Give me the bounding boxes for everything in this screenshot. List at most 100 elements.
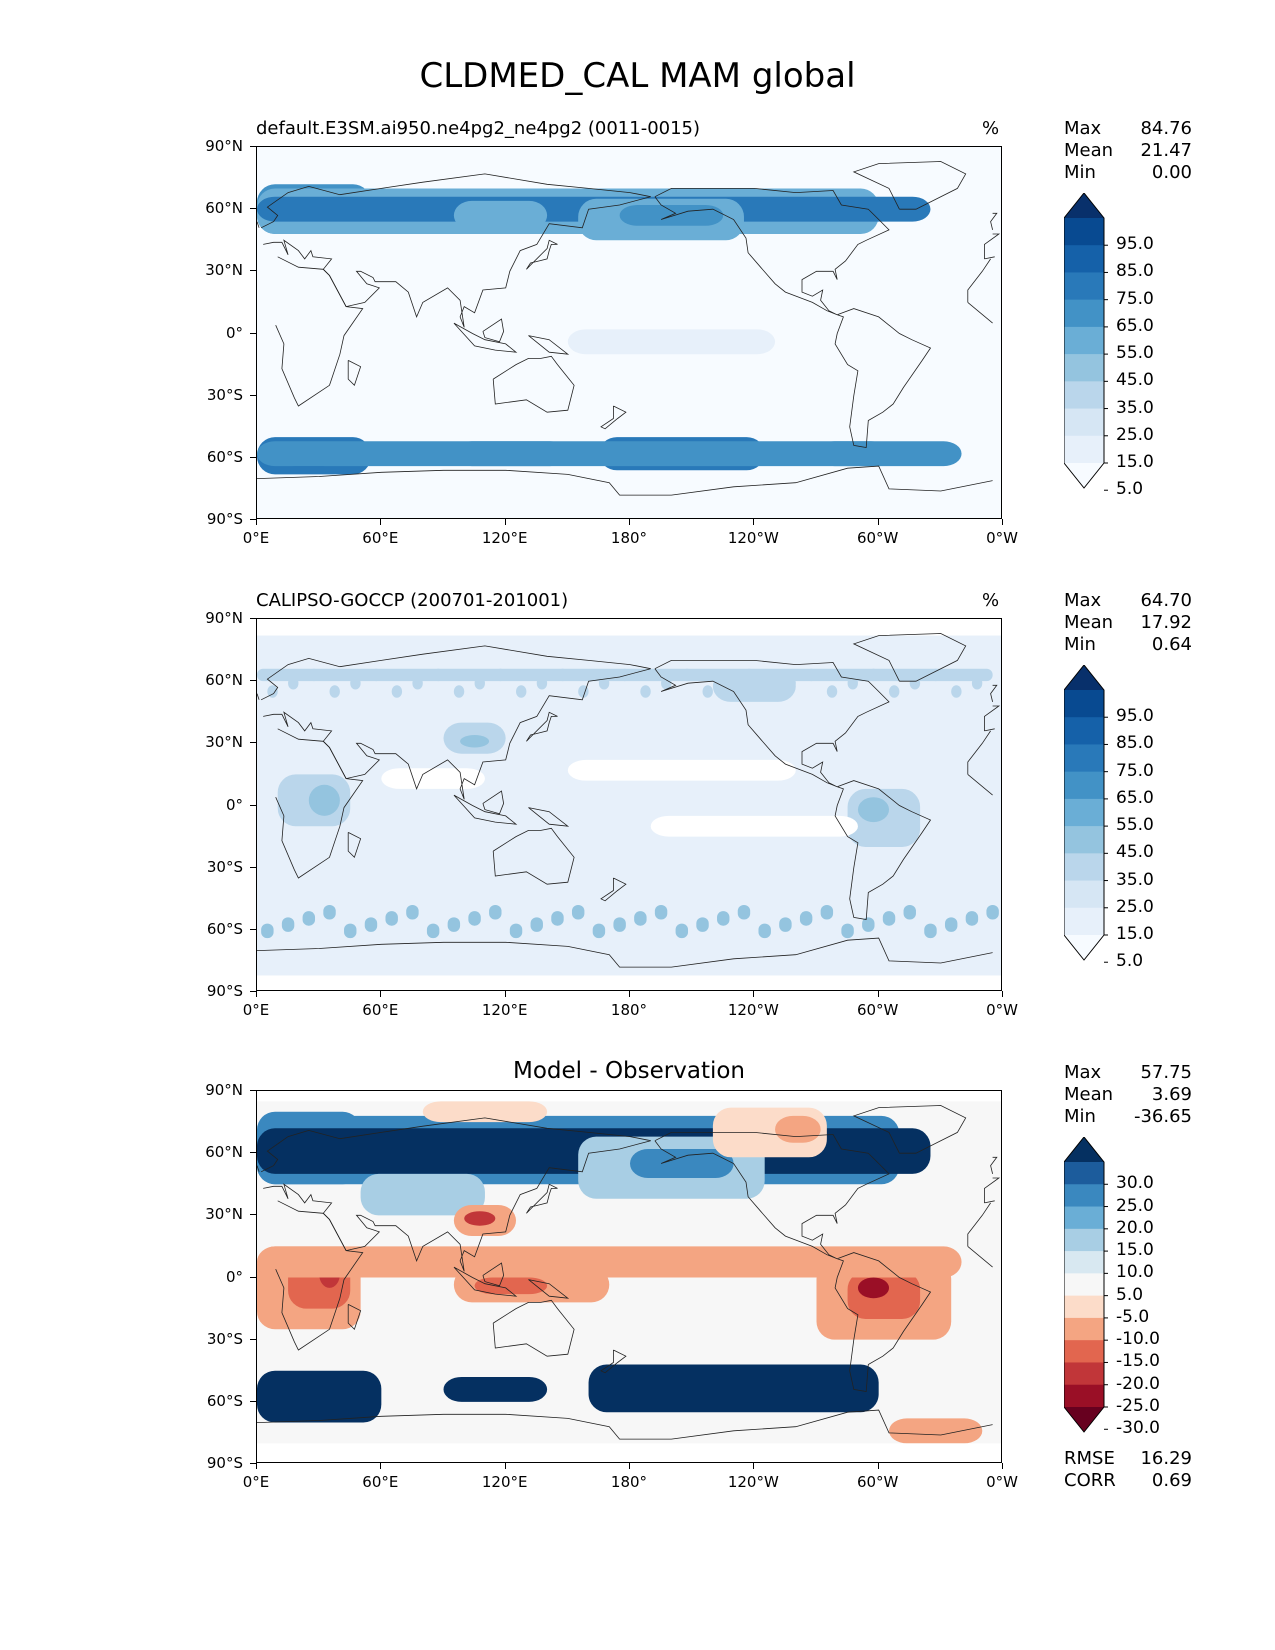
min-label: Min [1064,634,1096,655]
y-tick-label: 0° [225,795,243,814]
y-tick-mark [250,618,256,619]
y-tick-label: 90°N [205,609,243,627]
contour-region [696,917,709,932]
y-tick-mark [250,680,256,682]
x-tick-mark [256,519,257,525]
colorbar-swatch [1064,381,1104,410]
coastline [257,693,260,700]
contour-region [630,1149,734,1179]
colorbar-tick-label: 55.0 [1116,815,1154,836]
coastline [967,1202,991,1247]
map-svg [257,619,1001,990]
coastline [852,1105,967,1154]
contour-region [588,1364,879,1413]
x-tick-mark [380,1463,382,1469]
coastline [654,660,890,788]
coastline [260,173,651,328]
contour-region [257,441,962,467]
colorbar-svg [1064,1137,1108,1433]
contour-region [426,923,440,939]
colorbar-tick-label: 85.0 [1116,733,1154,754]
mean-label: Mean [1064,612,1114,633]
y-tick-mark [250,742,256,744]
coastline [257,465,993,496]
x-tick-label: 180° [610,529,648,547]
y-tick-label: 60°S [206,447,243,466]
x-tick-mark [504,991,506,997]
max-label: Max [1064,118,1102,139]
x-tick-label: 120°E [481,529,528,547]
coastline [526,239,558,270]
y-tick-mark [250,519,256,520]
colorbar-swatch [1064,299,1104,328]
contour-region [261,923,274,939]
colorbar-tick-label: 30.0 [1116,1173,1154,1194]
stats-obs: Max 64.70 Mean 17.92 Min 0.64 [1064,590,1192,656]
contour-region [675,923,689,939]
colorbar-tick-label: 15.0 [1116,1240,1154,1261]
map-obs [256,618,1002,991]
coastline [967,258,991,303]
stats-diff: Max 57.75 Mean 3.69 Min -36.65 [1064,1062,1192,1128]
colorbar-tick-label: -5.0 [1116,1306,1150,1327]
contour-region [841,923,854,939]
mean-value: 21.47 [1140,140,1192,161]
contour-region [385,911,398,926]
coastline [967,1246,993,1268]
y-tick-label: 90°S [206,1454,243,1472]
contour-region [530,917,543,932]
colorbar-swatch [1064,1228,1104,1252]
coastline [526,711,558,742]
x-tick-mark [256,991,257,997]
contour-region [571,904,585,920]
coastline [526,1183,558,1214]
x-tick-mark [753,519,755,525]
contour-region [862,917,875,932]
coastline [967,774,993,796]
contour-region [567,329,776,355]
x-tick-label: 120°W [727,1001,779,1019]
colorbar-extend-top [1064,1137,1104,1162]
x-tick-mark [877,519,879,525]
coastline [453,322,518,353]
coastline [984,233,1001,259]
contour-region [889,685,900,698]
contour-region [712,670,796,702]
x-tick-mark [1002,519,1003,525]
colorbar-tick-label: 25.0 [1116,1195,1154,1216]
contour-region [474,1277,548,1295]
contour-region [447,917,461,932]
contour-region [267,685,278,698]
coastline [834,780,932,920]
colorbar-swatch [1064,272,1104,301]
panel-units-obs: % [982,590,1000,611]
y-tick-label: 0° [225,323,243,342]
x-tick-mark [504,1463,506,1469]
contour-region [406,904,419,920]
coastline [257,1409,993,1440]
colorbar-swatch [1064,826,1104,854]
contour-region [329,685,340,698]
contour-region [257,668,993,682]
colorbar-swatch [1064,408,1104,437]
colorbar-tick-label: -15.0 [1116,1351,1160,1372]
min-value: 0.64 [1151,634,1192,655]
colorbar-swatch [1064,326,1104,355]
y-tick-label: 30°S [206,1329,243,1348]
colorbar-swatch [1064,1206,1104,1230]
coastline [852,161,967,210]
contour-region [799,911,813,926]
contour-region [364,917,378,932]
panel-model: default.E3SM.ai950.ne4pg2_ne4pg2 (0011-0… [0,118,1275,588]
panel-title-obs: CALIPSO-GOCCP (200701-201001) [256,590,569,611]
colorbar-diff: 30.0 25.0 20.0 15.0 10.0 5.0 -5.0 -10.0 -15.0 -20… [1064,1137,1194,1438]
x-tick-mark [753,1463,755,1469]
rmse-corr: RMSE 16.29 CORR 0.69 [1064,1448,1192,1492]
y-tick-mark [250,804,256,806]
y-tick-label: 0° [225,1267,243,1286]
contour-region [717,911,730,926]
contour-region [381,768,485,789]
contour-region [344,923,357,939]
contour-region [323,904,336,920]
y-tick-mark [250,208,256,210]
